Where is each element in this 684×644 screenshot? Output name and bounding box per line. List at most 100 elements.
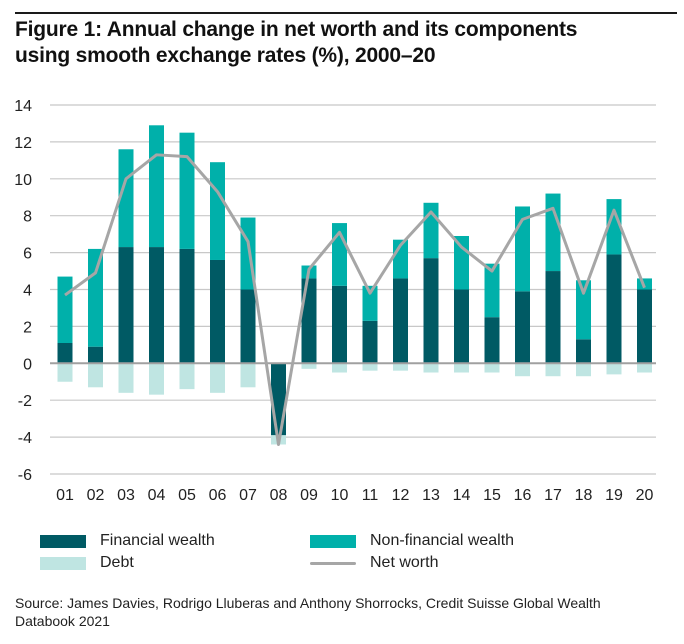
x-axis-tick-labels: 01 02 03 04 05 06 07 08 09 10 11 12 13 14 15 16 17 18 19 20 bbox=[56, 487, 653, 504]
gridlines bbox=[50, 104, 656, 475]
bar-financial-wealth bbox=[484, 317, 500, 364]
source-note: Source: James Davies, Rodrigo Lluberas a… bbox=[15, 594, 675, 630]
source-line-1: Source: James Davies, Rodrigo Lluberas a… bbox=[15, 595, 601, 611]
legend-item-debt: Debt bbox=[40, 554, 134, 572]
x-tick-label: 16 bbox=[514, 487, 532, 504]
bar-non-financial-wealth bbox=[88, 248, 103, 347]
bar-financial-wealth bbox=[515, 291, 530, 364]
x-tick-label: 19 bbox=[605, 487, 623, 504]
y-tick-label: 12 bbox=[14, 135, 32, 152]
bar-debt bbox=[515, 363, 530, 377]
x-tick-label: 01 bbox=[56, 487, 74, 504]
bar-financial-wealth bbox=[545, 271, 561, 364]
y-tick-label: 4 bbox=[23, 283, 32, 300]
bar-debt bbox=[454, 363, 469, 373]
bar-debt bbox=[118, 363, 134, 393]
source-line-2: Databook 2021 bbox=[15, 613, 110, 629]
bar-non-financial-wealth bbox=[454, 235, 469, 290]
x-tick-label: 02 bbox=[87, 487, 105, 504]
bar-debt bbox=[301, 363, 317, 369]
bar-debt bbox=[57, 363, 73, 382]
bar-non-financial-wealth bbox=[179, 132, 195, 249]
bar-debt bbox=[606, 363, 622, 375]
x-tick-label: 10 bbox=[331, 487, 349, 504]
bar-financial-wealth bbox=[423, 258, 439, 364]
bar-non-financial-wealth bbox=[57, 276, 73, 344]
x-tick-label: 07 bbox=[239, 487, 257, 504]
bar-financial-wealth bbox=[362, 320, 378, 364]
x-tick-label: 20 bbox=[636, 487, 654, 504]
y-tick-label: 8 bbox=[23, 209, 32, 226]
bar-debt bbox=[545, 363, 561, 377]
y-tick-label: 6 bbox=[23, 246, 32, 263]
chart-title: Figure 1: Annual change in net worth and… bbox=[15, 17, 675, 69]
legend-swatch-debt bbox=[40, 556, 86, 570]
bar-debt bbox=[88, 363, 103, 388]
bar-financial-wealth bbox=[271, 363, 286, 436]
x-tick-label: 05 bbox=[178, 487, 196, 504]
x-tick-label: 12 bbox=[392, 487, 410, 504]
bar-debt bbox=[332, 363, 347, 373]
x-tick-label: 04 bbox=[148, 487, 166, 504]
y-tick-label: -4 bbox=[18, 430, 32, 447]
legend-swatch-financial bbox=[40, 534, 86, 548]
legend-label-non-financial: Non-financial wealth bbox=[370, 532, 515, 549]
bar-financial-wealth bbox=[606, 254, 622, 364]
top-rule bbox=[15, 12, 677, 14]
bar-financial-wealth bbox=[88, 346, 103, 364]
legend-item-financial-wealth: Financial wealth bbox=[40, 532, 215, 550]
bar-non-financial-wealth bbox=[210, 162, 225, 260]
bar-non-financial-wealth bbox=[362, 285, 378, 321]
legend-swatch-non-financial bbox=[310, 534, 356, 548]
legend: Financial wealth Debt Non-financial weal… bbox=[40, 532, 660, 580]
chart-title-line-1: Figure 1: Annual change in net worth and… bbox=[15, 18, 578, 41]
bar-debt bbox=[362, 363, 378, 371]
bar-financial-wealth bbox=[118, 247, 134, 364]
net-worth-line bbox=[64, 153, 646, 446]
bar-non-financial-wealth bbox=[484, 263, 500, 318]
y-tick-label: 10 bbox=[14, 172, 32, 189]
legend-item-net-worth: Net worth bbox=[310, 554, 438, 572]
bar-financial-wealth bbox=[637, 289, 652, 364]
bar-debt bbox=[179, 363, 195, 390]
bar-debt bbox=[484, 363, 500, 373]
bar-debt bbox=[393, 363, 408, 371]
bar-financial-wealth bbox=[332, 285, 347, 364]
y-tick-label: -2 bbox=[18, 393, 32, 410]
bar-financial-wealth bbox=[179, 248, 195, 364]
legend-label-financial: Financial wealth bbox=[100, 532, 215, 549]
bar-financial-wealth bbox=[57, 343, 73, 364]
bar-financial-wealth bbox=[576, 339, 591, 364]
bar-non-financial-wealth bbox=[149, 125, 164, 248]
bar-debt bbox=[210, 363, 225, 393]
y-tick-label: 0 bbox=[23, 356, 32, 373]
x-tick-label: 17 bbox=[544, 487, 562, 504]
bar-debt bbox=[637, 363, 652, 373]
bar-non-financial-wealth bbox=[576, 280, 591, 340]
y-tick-label: 2 bbox=[23, 319, 32, 336]
x-tick-label: 18 bbox=[575, 487, 593, 504]
bars bbox=[57, 125, 652, 445]
x-tick-label: 06 bbox=[209, 487, 227, 504]
bar-debt bbox=[149, 363, 164, 395]
y-tick-label: -6 bbox=[18, 467, 32, 484]
x-tick-label: 14 bbox=[453, 487, 471, 504]
x-tick-label: 03 bbox=[117, 487, 135, 504]
bar-financial-wealth bbox=[210, 259, 225, 364]
y-axis-tick-labels: 14 12 10 8 6 4 2 0 -2 -4 -6 bbox=[14, 98, 32, 484]
legend-swatch-net-worth bbox=[310, 561, 356, 565]
x-tick-label: 11 bbox=[362, 487, 379, 504]
x-tick-label: 13 bbox=[422, 487, 440, 504]
legend-label-debt: Debt bbox=[100, 554, 134, 571]
bar-debt bbox=[576, 363, 591, 377]
x-tick-label: 08 bbox=[270, 487, 288, 504]
bar-financial-wealth bbox=[454, 289, 469, 364]
x-tick-label: 15 bbox=[483, 487, 501, 504]
bar-debt bbox=[240, 363, 256, 388]
x-tick-label: 09 bbox=[300, 487, 318, 504]
bar-financial-wealth bbox=[240, 289, 256, 364]
net-worth-series bbox=[64, 153, 646, 446]
bar-debt bbox=[423, 363, 439, 373]
y-tick-label: 14 bbox=[14, 98, 32, 115]
